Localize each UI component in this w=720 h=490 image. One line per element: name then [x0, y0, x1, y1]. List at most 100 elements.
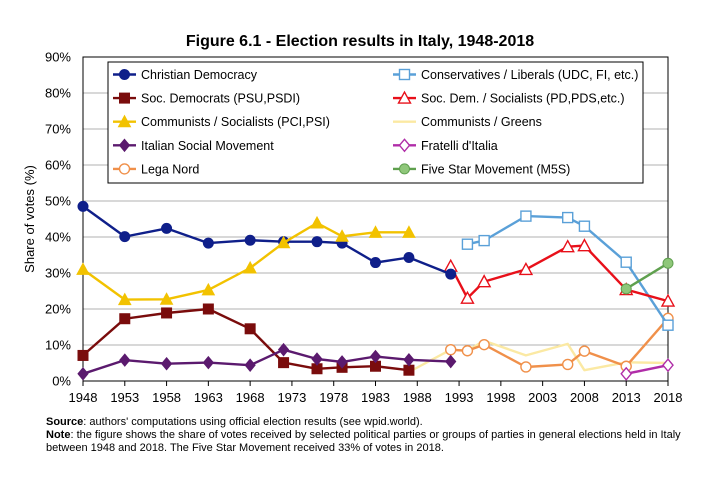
x-tick-label: 1998	[486, 390, 515, 405]
data-point	[278, 357, 290, 369]
legend-item-communists-socialists-pci-psi: Communists / Socialists (PCI,PSI)	[113, 114, 330, 129]
data-point	[578, 345, 591, 357]
series-line	[625, 364, 669, 375]
data-point	[476, 274, 492, 288]
data-point	[276, 235, 291, 249]
legend-swatch-marker	[397, 90, 412, 104]
data-point	[76, 262, 90, 275]
x-tick-label: 2003	[528, 390, 557, 405]
data-point	[159, 292, 174, 305]
y-tick-label: 50%	[45, 194, 71, 209]
data-point	[77, 367, 89, 381]
data-point	[445, 354, 457, 369]
note-text: : the figure shows the share of votes re…	[46, 429, 681, 454]
data-point	[620, 283, 632, 295]
series-five-star-movement-m5s	[620, 257, 674, 295]
legend-item-christian-democracy: Christian Democracy	[113, 68, 258, 82]
x-tick-label: 2013	[612, 390, 641, 405]
data-point	[520, 210, 532, 222]
data-point	[620, 366, 633, 381]
data-point	[578, 220, 591, 232]
y-tick-label: 30%	[45, 266, 71, 281]
data-point	[161, 307, 173, 319]
data-point	[662, 257, 674, 269]
x-tick-label: 1988	[403, 390, 432, 405]
data-point	[403, 352, 415, 367]
data-point	[662, 358, 674, 373]
data-point	[201, 282, 216, 296]
data-point	[117, 292, 132, 306]
data-point	[520, 361, 532, 373]
series-line	[82, 348, 451, 375]
data-point	[119, 353, 131, 367]
legend: Christian Democracy Soc. Democrats (PSU,P…	[107, 61, 644, 184]
legend-label: Christian Democracy	[141, 68, 258, 82]
line-chart: Figure 6.1 - Election results in Italy, …	[22, 33, 682, 405]
legend-label: Fratelli d'Italia	[421, 139, 498, 153]
series-conservatives-liberals-udc-fi-etc	[461, 210, 674, 331]
legend-label: Soc. Dem. / Socialists (PD,PDS,etc.)	[421, 92, 625, 106]
legend-label: Communists / Socialists (PCI,PSI)	[141, 115, 330, 129]
legend-label: Communists / Greens	[421, 115, 542, 129]
data-point	[335, 229, 349, 242]
legend-swatch-marker	[398, 68, 411, 81]
data-point	[311, 236, 323, 248]
data-point	[461, 345, 474, 357]
x-tick-label: 1973	[277, 390, 306, 405]
data-point	[478, 234, 490, 247]
data-point	[310, 215, 324, 229]
x-tick-label: 1963	[194, 390, 223, 405]
data-point	[562, 358, 574, 371]
data-point	[202, 303, 214, 315]
legend-item-conservatives-liberals-udc-fi-etc: Conservatives / Liberals (UDC, FI, etc.)	[393, 68, 638, 82]
data-point	[460, 290, 475, 304]
data-point	[202, 355, 215, 370]
data-point	[518, 261, 534, 276]
data-point	[478, 338, 490, 351]
legend-label: Soc. Democrats (PSU,PSDI)	[141, 92, 300, 106]
legend-swatch-marker	[399, 163, 410, 175]
y-tick-label: 10%	[45, 338, 71, 353]
data-point	[403, 364, 415, 376]
note-line: Note: the figure shows the share of vote…	[46, 429, 706, 455]
legend-label: Conservatives / Liberals (UDC, FI, etc.)	[421, 68, 638, 82]
legend-swatch-marker	[117, 114, 132, 128]
x-tick-label: 1978	[319, 390, 348, 405]
x-tick-label: 1948	[69, 390, 98, 405]
y-tick-label: 40%	[45, 230, 71, 245]
data-point	[311, 352, 323, 366]
y-tick-label: 90%	[45, 50, 71, 65]
data-point	[402, 225, 416, 238]
source-label: Source	[46, 416, 84, 428]
chart-title: Figure 6.1 - Election results in Italy, …	[186, 33, 534, 50]
data-point	[445, 343, 457, 356]
data-point	[244, 323, 256, 335]
y-tick-label: 60%	[45, 158, 71, 173]
series-christian-democracy	[77, 200, 457, 280]
footnote: Source: authors' computations using offi…	[46, 416, 706, 455]
legend-swatch-marker	[398, 138, 411, 153]
data-point	[368, 225, 383, 238]
series-line	[625, 262, 669, 290]
series-line	[82, 307, 410, 372]
y-tick-label: 80%	[45, 86, 71, 101]
legend-box	[107, 61, 644, 184]
data-point	[243, 260, 257, 274]
legend-item-lega-nord: Lega Nord	[113, 162, 199, 176]
x-tick-label: 1968	[236, 390, 265, 405]
legend-label: Italian Social Movement	[141, 139, 274, 153]
series-communists-socialists-pci-psi	[76, 215, 416, 306]
series-line	[449, 244, 669, 303]
data-point	[277, 342, 290, 357]
legend-item-italian-social-movement: Italian Social Movement	[113, 138, 274, 153]
series-lega-nord	[445, 312, 674, 373]
x-tick-label: 1953	[110, 390, 139, 405]
data-point	[77, 200, 89, 212]
legend-item-communists-greens: Communists / Greens	[393, 115, 542, 129]
data-point	[660, 293, 676, 307]
legend-item-soc-dem-socialists-pd-pds-etc: Soc. Dem. / Socialists (PD,PDS,etc.)	[393, 90, 625, 106]
note-label: Note	[46, 429, 71, 441]
data-point	[662, 319, 674, 331]
data-point	[77, 349, 89, 361]
